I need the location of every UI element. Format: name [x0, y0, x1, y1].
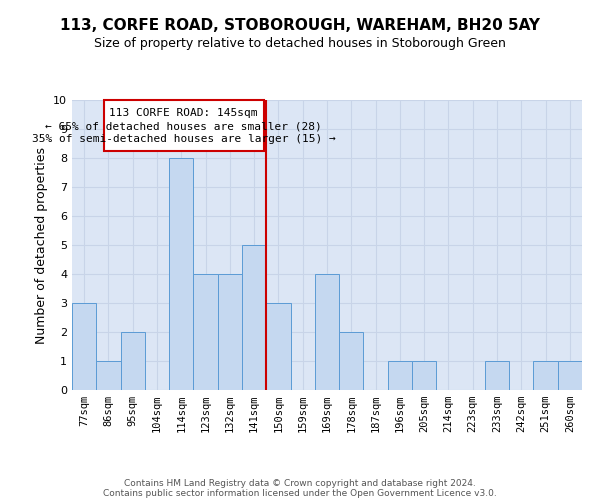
Bar [96, 361, 121, 390]
Bar [412, 361, 436, 390]
Text: 113, CORFE ROAD, STOBOROUGH, WAREHAM, BH20 5AY: 113, CORFE ROAD, STOBOROUGH, WAREHAM, BH… [60, 18, 540, 32]
Bar [242, 245, 266, 390]
Bar [104, 100, 264, 151]
Bar [266, 303, 290, 390]
Bar [558, 361, 582, 390]
Bar [533, 361, 558, 390]
Text: Contains HM Land Registry data © Crown copyright and database right 2024.: Contains HM Land Registry data © Crown c… [124, 478, 476, 488]
Text: 113 CORFE ROAD: 145sqm: 113 CORFE ROAD: 145sqm [109, 108, 258, 118]
Text: 35% of semi-detached houses are larger (15) →: 35% of semi-detached houses are larger (… [32, 134, 335, 144]
Bar [193, 274, 218, 390]
Text: Size of property relative to detached houses in Stoborough Green: Size of property relative to detached ho… [94, 38, 506, 51]
Bar [121, 332, 145, 390]
Bar [315, 274, 339, 390]
Text: ← 65% of detached houses are smaller (28): ← 65% of detached houses are smaller (28… [46, 121, 322, 131]
Text: Contains public sector information licensed under the Open Government Licence v3: Contains public sector information licen… [103, 488, 497, 498]
Y-axis label: Number of detached properties: Number of detached properties [35, 146, 47, 344]
Bar [72, 303, 96, 390]
Bar [485, 361, 509, 390]
Bar [218, 274, 242, 390]
Bar [388, 361, 412, 390]
Bar [339, 332, 364, 390]
Bar [169, 158, 193, 390]
